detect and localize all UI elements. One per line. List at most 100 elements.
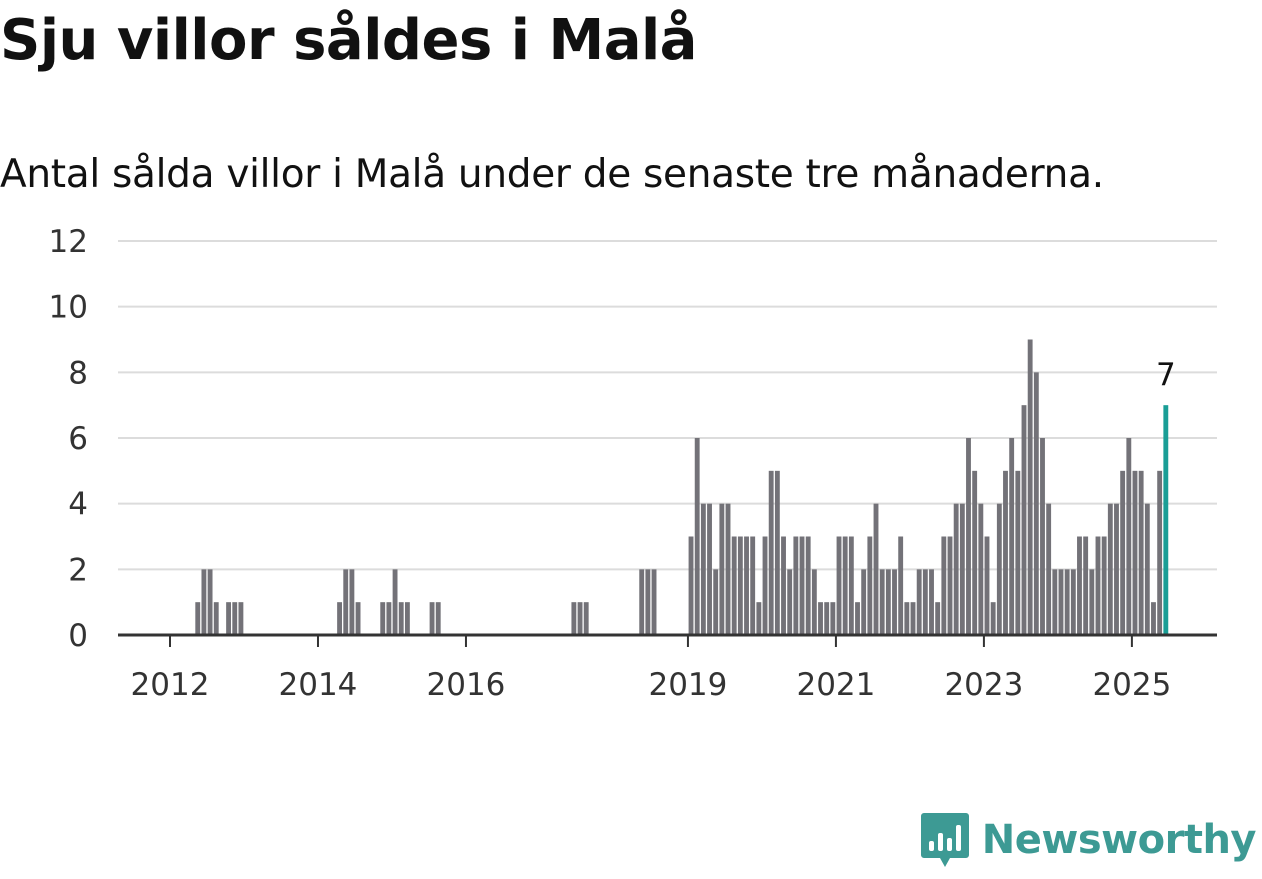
y-tick-label: 2 bbox=[68, 552, 88, 588]
bar bbox=[1052, 569, 1058, 635]
bar bbox=[1138, 470, 1144, 635]
bar bbox=[725, 503, 731, 635]
bar bbox=[195, 602, 201, 635]
bar bbox=[744, 536, 749, 635]
bar bbox=[337, 602, 342, 635]
bar bbox=[972, 470, 978, 635]
y-tick-label: 0 bbox=[68, 618, 88, 654]
newsworthy-logo-icon bbox=[920, 813, 969, 867]
bar bbox=[1089, 569, 1095, 635]
bar bbox=[879, 569, 885, 635]
bar bbox=[1114, 503, 1119, 635]
bar bbox=[1157, 470, 1163, 635]
y-tick-label: 12 bbox=[49, 224, 88, 260]
bar bbox=[1015, 470, 1021, 635]
bar bbox=[756, 602, 762, 635]
gridlines bbox=[118, 240, 1217, 571]
bar bbox=[1070, 569, 1076, 635]
bar bbox=[737, 536, 743, 635]
bar bbox=[380, 602, 386, 635]
bar bbox=[848, 536, 854, 635]
bar bbox=[201, 569, 207, 635]
bar bbox=[793, 536, 799, 635]
bar bbox=[1077, 536, 1082, 635]
bar bbox=[787, 569, 793, 635]
bar bbox=[719, 503, 725, 635]
bar bbox=[577, 602, 583, 635]
bar bbox=[1064, 569, 1070, 635]
bar bbox=[1040, 438, 1045, 635]
bar bbox=[1083, 536, 1089, 635]
bar bbox=[978, 503, 984, 635]
brand-logo: Newsworthy bbox=[920, 811, 1257, 869]
bar bbox=[818, 602, 823, 635]
bar bbox=[990, 602, 996, 635]
x-axis-ticks: 2012 2014 2016 2019 2021 2023 2025 bbox=[131, 635, 1171, 703]
bar bbox=[953, 503, 959, 635]
bar bbox=[226, 602, 232, 635]
y-tick-label: 8 bbox=[68, 355, 88, 391]
y-tick-label: 6 bbox=[68, 421, 88, 457]
bar bbox=[805, 536, 811, 635]
x-tick-label: 2012 bbox=[131, 667, 210, 703]
bar bbox=[855, 602, 860, 635]
bar bbox=[398, 602, 404, 635]
bar bbox=[429, 602, 435, 635]
bar bbox=[774, 470, 780, 635]
bar bbox=[694, 438, 700, 635]
bar bbox=[904, 602, 910, 635]
x-tick-label: 2025 bbox=[1092, 667, 1171, 703]
bar bbox=[583, 602, 589, 635]
bar bbox=[232, 602, 238, 635]
y-tick-label: 4 bbox=[68, 487, 88, 523]
bar bbox=[1132, 470, 1138, 635]
bar bbox=[639, 569, 645, 635]
bar bbox=[349, 569, 355, 635]
bar bbox=[1144, 503, 1150, 635]
bar bbox=[1021, 405, 1027, 635]
bar-highlight bbox=[1163, 405, 1169, 635]
bar bbox=[984, 536, 990, 635]
bar bbox=[386, 602, 392, 635]
bar bbox=[898, 536, 904, 635]
bar bbox=[885, 569, 891, 635]
bar bbox=[707, 503, 712, 635]
bar bbox=[867, 536, 873, 635]
bar bbox=[799, 536, 805, 635]
bar bbox=[947, 536, 953, 635]
bar bbox=[404, 602, 410, 635]
bar bbox=[238, 602, 244, 635]
bar bbox=[811, 569, 817, 635]
bar bbox=[435, 602, 441, 635]
bar bbox=[861, 569, 867, 635]
x-tick-label: 2023 bbox=[944, 667, 1023, 703]
bar bbox=[207, 569, 213, 635]
x-tick-label: 2014 bbox=[279, 667, 358, 703]
bar bbox=[935, 602, 941, 635]
brand-name: Newsworthy bbox=[981, 817, 1257, 863]
bar bbox=[824, 602, 830, 635]
bar bbox=[1009, 438, 1015, 635]
bar bbox=[1126, 438, 1132, 635]
bar bbox=[1107, 503, 1113, 635]
bars bbox=[195, 339, 1169, 635]
bar bbox=[830, 602, 836, 635]
bar bbox=[910, 602, 916, 635]
bar bbox=[941, 536, 947, 635]
bar bbox=[1151, 602, 1156, 635]
bar bbox=[922, 569, 928, 635]
chart-subtitle: Antal sålda villor i Malå under de senas… bbox=[0, 152, 1104, 197]
bar bbox=[651, 569, 657, 635]
x-tick-label: 2016 bbox=[427, 667, 506, 703]
bar bbox=[996, 503, 1002, 635]
bar bbox=[1046, 503, 1052, 635]
bar bbox=[750, 536, 756, 635]
chart-title: Sju villor såldes i Malå bbox=[0, 8, 697, 73]
bar bbox=[700, 503, 706, 635]
bar bbox=[1033, 372, 1039, 635]
data-label-latest: 7 bbox=[1156, 357, 1176, 393]
bar bbox=[929, 569, 934, 635]
bar bbox=[1095, 536, 1101, 635]
bar bbox=[959, 503, 965, 635]
